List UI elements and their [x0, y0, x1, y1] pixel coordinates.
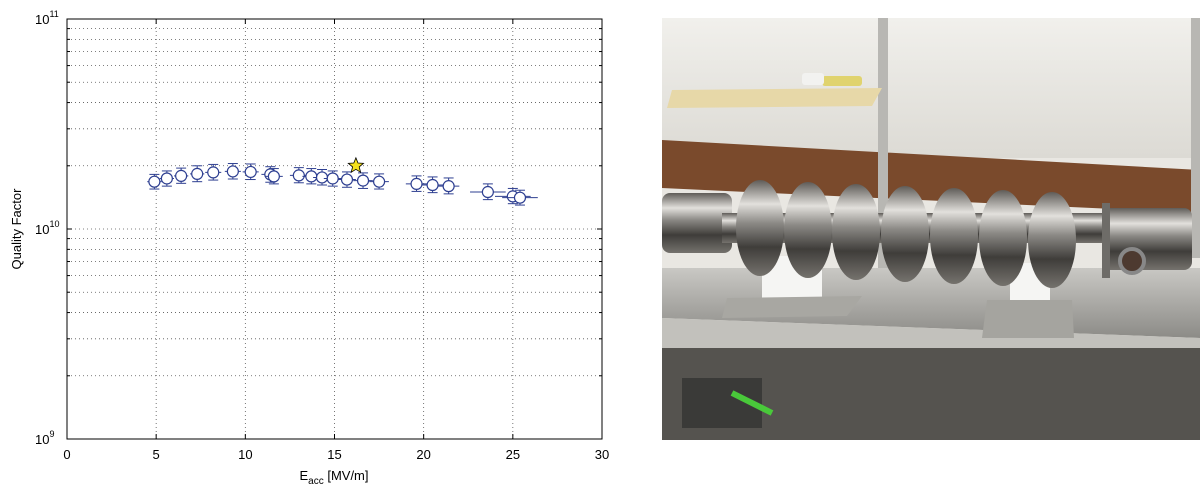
y-tick-label-base: 10: [35, 432, 49, 447]
x-tick-label: 0: [63, 447, 70, 462]
data-point: [338, 171, 356, 188]
y-tick-label-base: 10: [35, 222, 49, 237]
data-point-marker: [442, 180, 455, 193]
data-point-marker: [267, 170, 280, 183]
data-point: [264, 168, 283, 185]
data-point-marker: [207, 166, 220, 179]
data-point-marker: [191, 167, 204, 180]
x-tick-label: 25: [506, 447, 520, 462]
data-point: [205, 163, 222, 181]
data-point: [502, 189, 538, 206]
cavity-photo: [662, 18, 1200, 440]
data-point: [405, 175, 428, 192]
x-tick-label: 10: [238, 447, 252, 462]
data-point-marker: [226, 165, 239, 178]
data-point-marker: [481, 185, 494, 199]
y-tick-label-base: 10: [35, 12, 49, 27]
y-tick-label: 1010: [35, 219, 59, 237]
data-point-marker: [340, 173, 354, 186]
x-tick-label: 30: [595, 447, 609, 462]
data-point: [289, 167, 308, 184]
data-point-marker: [356, 174, 370, 187]
y-tick-label: 109: [35, 429, 54, 447]
data-point: [224, 163, 241, 180]
data-point: [437, 177, 460, 195]
data-point: [353, 172, 373, 189]
data-point-marker: [160, 172, 173, 185]
data-point-marker: [244, 165, 257, 179]
data-point-marker: [326, 172, 339, 185]
star-marker: [347, 156, 365, 174]
y-tick-label: 1011: [35, 9, 59, 27]
data-point: [159, 170, 174, 187]
data-point-marker: [148, 175, 161, 188]
data-point-marker: [410, 177, 423, 190]
x-axis-label-subscript: acc: [308, 476, 324, 487]
x-axis-label-unit: [MV/m]: [324, 468, 369, 483]
y-tick-label-exponent: 10: [49, 219, 59, 229]
y-tick-label-exponent: 9: [49, 429, 54, 439]
data-point: [323, 170, 342, 187]
data-point: [369, 173, 389, 190]
x-tick-label: 5: [153, 447, 160, 462]
x-tick-label: 20: [416, 447, 430, 462]
data-point-marker: [305, 170, 318, 183]
data-point: [147, 173, 162, 190]
y-tick-label-exponent: 11: [49, 9, 58, 19]
grid-lines: [67, 19, 602, 439]
data-point: [242, 163, 259, 181]
data-point-marker: [513, 191, 527, 204]
data-point: [313, 169, 331, 186]
data-point: [470, 183, 506, 201]
x-tick-label: 15: [327, 447, 341, 462]
x-axis-label: Eacc [MV/m]: [299, 468, 368, 487]
data-point-marker: [315, 171, 329, 184]
data-point: [421, 176, 444, 194]
data-points: [147, 156, 538, 206]
data-point: [190, 165, 205, 183]
x-axis-label-main: E: [299, 468, 308, 483]
data-point-marker: [372, 175, 386, 188]
cavity-photo-illustration: [662, 18, 1200, 440]
data-point-marker: [175, 169, 188, 183]
data-point-marker: [292, 169, 305, 182]
data-point: [174, 167, 189, 184]
data-point-marker: [426, 178, 439, 192]
y-axis-label: Quality Factor: [9, 188, 24, 270]
